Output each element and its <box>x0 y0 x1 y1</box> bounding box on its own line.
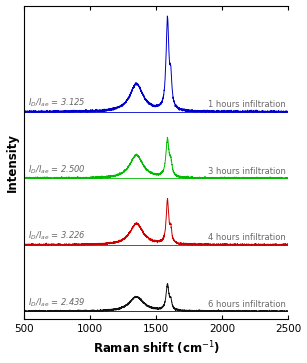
X-axis label: Raman shift (cm$^{-1}$): Raman shift (cm$^{-1}$) <box>92 340 220 358</box>
Text: 6 hours infiltration: 6 hours infiltration <box>208 300 286 309</box>
Text: $I_D$/$I_{ae}$ = 2.439: $I_D$/$I_{ae}$ = 2.439 <box>28 296 86 309</box>
Text: 3 hours infiltration: 3 hours infiltration <box>208 167 286 176</box>
Text: 1 hours infiltration: 1 hours infiltration <box>208 100 286 109</box>
Text: 4 hours infiltration: 4 hours infiltration <box>208 233 286 242</box>
Text: $I_D$/$I_{ae}$ = 3.226: $I_D$/$I_{ae}$ = 3.226 <box>28 230 86 242</box>
Text: $I_D$/$I_{ae}$ = 3.125: $I_D$/$I_{ae}$ = 3.125 <box>28 97 86 109</box>
Y-axis label: Intensity: Intensity <box>6 133 18 192</box>
Text: $I_D$/$I_{ae}$ = 2.500: $I_D$/$I_{ae}$ = 2.500 <box>28 163 86 176</box>
